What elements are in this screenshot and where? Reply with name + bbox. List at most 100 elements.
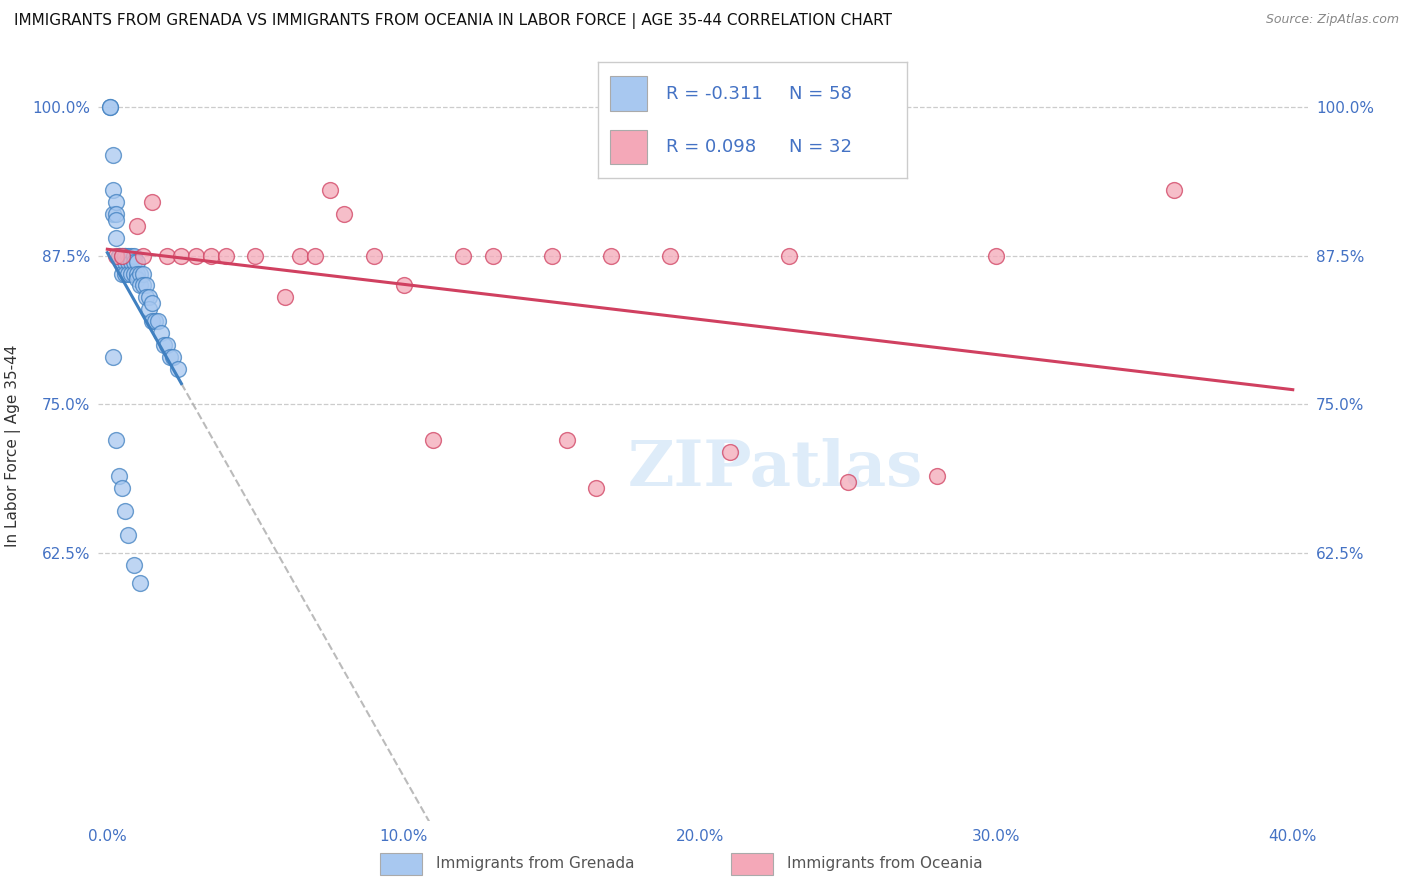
Point [152, 338, 174, 352]
Point [108, 468, 131, 483]
Point [555, 433, 578, 447]
Point [540, 249, 562, 263]
Point [105, 231, 128, 245]
Point [333, 207, 356, 221]
Point [304, 249, 326, 263]
Point [927, 468, 949, 483]
Point [105, 213, 128, 227]
Point [111, 249, 134, 263]
Point [103, 183, 125, 197]
Point [125, 254, 148, 268]
Point [162, 350, 184, 364]
Point [114, 504, 136, 518]
Point [108, 249, 131, 263]
Point [98, 100, 121, 114]
Point [122, 249, 145, 263]
Point [274, 290, 297, 304]
Text: Immigrants from Grenada: Immigrants from Grenada [436, 855, 634, 871]
Point [108, 249, 131, 263]
Point [146, 314, 169, 328]
Point [141, 195, 163, 210]
Point [318, 183, 340, 197]
Point [117, 528, 139, 542]
Point [159, 350, 181, 364]
Text: ZIPatlas: ZIPatlas [628, 438, 924, 499]
Point [155, 338, 177, 352]
Point [422, 433, 444, 447]
Point [135, 290, 157, 304]
Point [392, 278, 415, 293]
Point [132, 267, 155, 281]
Point [1163, 183, 1185, 197]
Point [103, 147, 125, 161]
Point [129, 267, 152, 281]
FancyBboxPatch shape [610, 129, 647, 164]
Point [986, 249, 1008, 263]
Point [117, 267, 139, 281]
Point [155, 249, 177, 263]
Point [143, 314, 166, 328]
Point [122, 558, 145, 572]
Point [135, 278, 157, 293]
Point [125, 272, 148, 286]
Point [451, 249, 474, 263]
Point [108, 249, 131, 263]
Point [718, 445, 741, 459]
Point [132, 278, 155, 293]
Point [105, 249, 128, 263]
Point [585, 481, 607, 495]
Point [111, 267, 134, 281]
Point [105, 207, 128, 221]
Text: N = 58: N = 58 [789, 85, 852, 103]
Point [363, 249, 385, 263]
Point [186, 249, 208, 263]
Point [481, 249, 503, 263]
FancyBboxPatch shape [731, 853, 773, 875]
Point [114, 254, 136, 268]
Point [132, 249, 155, 263]
Point [98, 100, 121, 114]
Point [111, 249, 134, 263]
Point [122, 254, 145, 268]
Point [125, 219, 148, 233]
Point [600, 249, 623, 263]
Point [111, 254, 134, 268]
Point [141, 314, 163, 328]
Point [120, 267, 142, 281]
Point [117, 254, 139, 268]
Text: IMMIGRANTS FROM GRENADA VS IMMIGRANTS FROM OCEANIA IN LABOR FORCE | AGE 35-44 CO: IMMIGRANTS FROM GRENADA VS IMMIGRANTS FR… [14, 13, 891, 29]
Point [122, 267, 145, 281]
Point [120, 254, 142, 268]
Text: Source: ZipAtlas.com: Source: ZipAtlas.com [1265, 13, 1399, 27]
Point [200, 249, 222, 263]
Point [138, 290, 160, 304]
Point [288, 249, 311, 263]
Point [114, 249, 136, 263]
Point [170, 249, 193, 263]
Point [129, 575, 152, 590]
Point [125, 267, 148, 281]
Point [111, 481, 134, 495]
Point [105, 195, 128, 210]
Point [129, 278, 152, 293]
Point [837, 475, 859, 489]
Point [105, 433, 128, 447]
Text: Immigrants from Oceania: Immigrants from Oceania [787, 855, 983, 871]
Point [167, 361, 190, 376]
Point [111, 254, 134, 268]
Point [114, 267, 136, 281]
Point [778, 249, 800, 263]
Y-axis label: In Labor Force | Age 35-44: In Labor Force | Age 35-44 [6, 345, 21, 547]
Text: N = 32: N = 32 [789, 138, 852, 156]
Point [141, 296, 163, 310]
Point [103, 350, 125, 364]
Point [659, 249, 682, 263]
Point [245, 249, 267, 263]
FancyBboxPatch shape [610, 77, 647, 112]
Point [149, 326, 172, 340]
Text: R = -0.311: R = -0.311 [665, 85, 762, 103]
Point [117, 249, 139, 263]
Point [120, 249, 142, 263]
Point [138, 302, 160, 317]
Text: R = 0.098: R = 0.098 [665, 138, 756, 156]
